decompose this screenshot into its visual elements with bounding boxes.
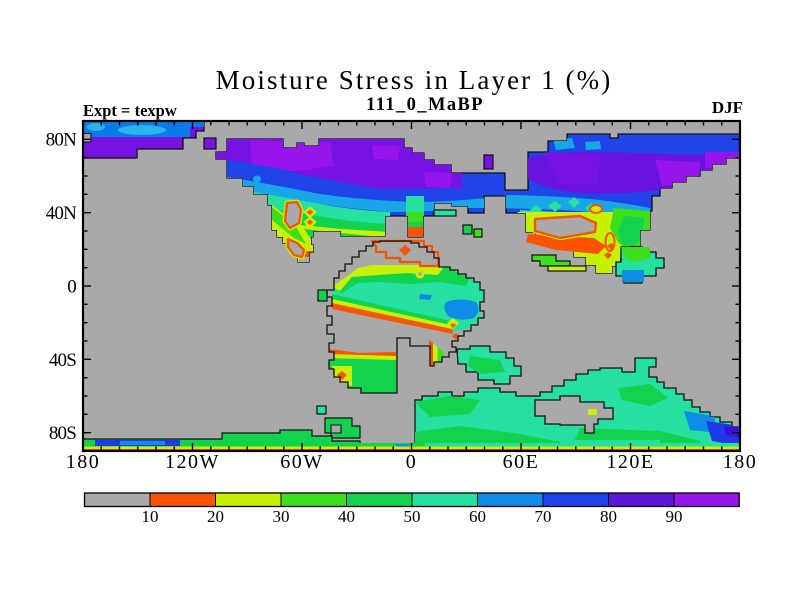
svg-text:111_0_MaBP: 111_0_MaBP <box>366 95 484 115</box>
svg-text:40N: 40N <box>46 203 77 224</box>
svg-text:120W: 120W <box>165 451 220 473</box>
svg-text:80S: 80S <box>49 423 76 444</box>
svg-text:60: 60 <box>469 507 486 526</box>
svg-text:180: 180 <box>66 451 101 473</box>
svg-text:180: 180 <box>723 451 758 473</box>
svg-text:80: 80 <box>600 507 617 526</box>
svg-text:120E: 120E <box>606 451 654 473</box>
svg-text:80N: 80N <box>46 130 77 151</box>
svg-text:40S: 40S <box>49 350 76 371</box>
svg-text:30: 30 <box>273 507 290 526</box>
svg-text:60E: 60E <box>503 451 540 473</box>
svg-text:Moisture Stress in Layer 1 (%): Moisture Stress in Layer 1 (%) <box>216 65 613 95</box>
svg-text:20: 20 <box>207 507 224 526</box>
svg-text:10: 10 <box>142 507 159 526</box>
svg-text:50: 50 <box>404 507 421 526</box>
svg-text:90: 90 <box>666 507 683 526</box>
svg-text:0: 0 <box>67 276 76 297</box>
svg-text:Expt = texpw: Expt = texpw <box>83 101 177 120</box>
svg-text:0: 0 <box>406 451 418 473</box>
svg-text:70: 70 <box>535 507 552 526</box>
svg-text:40: 40 <box>338 507 355 526</box>
svg-text:60W: 60W <box>280 451 323 473</box>
svg-text:DJF: DJF <box>712 98 743 117</box>
